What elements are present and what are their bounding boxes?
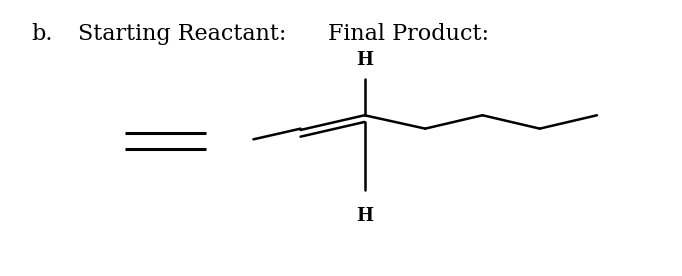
Text: H: H xyxy=(356,207,373,225)
Text: Final Product:: Final Product: xyxy=(327,23,488,45)
Text: Starting Reactant:: Starting Reactant: xyxy=(78,23,286,45)
Text: H: H xyxy=(356,51,373,69)
Text: b.: b. xyxy=(31,23,53,45)
